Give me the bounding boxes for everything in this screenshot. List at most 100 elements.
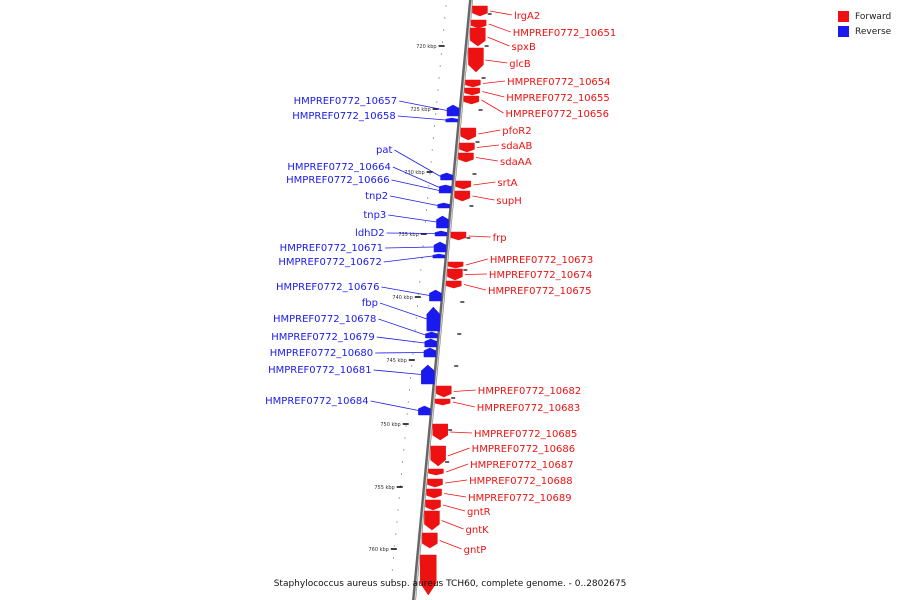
gene-label-forward: HMPREF0772_10685 (474, 429, 577, 440)
gene-leader-reverse (376, 336, 425, 344)
gene-label-forward: HMPREF0772_10655 (506, 93, 609, 104)
gene-label-reverse: HMPREF0772_10672 (278, 257, 381, 268)
gene-leader-reverse (373, 369, 422, 375)
gene-forward (427, 478, 443, 488)
scale-label: 740 kbp (392, 295, 412, 301)
gene-label-reverse: tnp2 (365, 191, 388, 202)
gene-label-forward: spxB (511, 42, 535, 53)
gene-label-reverse: HMPREF0772_10664 (287, 162, 390, 173)
genome-caption: Staphylococcus aureus subsp. aureus TCH6… (273, 579, 627, 589)
gene-leader-reverse (383, 255, 433, 263)
reverse-swatch (838, 26, 849, 37)
gene-label-forward: HMPREF0772_10654 (507, 77, 610, 88)
legend-item-reverse: Reverse (838, 24, 891, 39)
gene-leader-forward (485, 59, 508, 64)
scale-label: 755 kbp (374, 485, 394, 491)
gene-label-forward: HMPREF0772_10682 (478, 386, 581, 397)
gene-reverse (440, 172, 453, 181)
gene-leader-forward (481, 99, 504, 114)
gene-leader-reverse (381, 286, 430, 296)
gene-label-reverse: HMPREF0772_10676 (276, 282, 379, 293)
gene-forward (460, 127, 477, 141)
gene-leader-forward (446, 463, 469, 473)
gene-leader-forward (465, 258, 488, 266)
scale-label: 750 kbp (380, 422, 400, 428)
gene-label-reverse: tnp3 (363, 210, 386, 221)
gene-forward (436, 385, 452, 398)
gene-label-forward: HMPREF0772_10674 (489, 270, 592, 281)
gene-label-reverse: ldhD2 (355, 228, 385, 239)
gene-leader-forward (445, 479, 468, 484)
gene-leader-reverse (397, 115, 446, 121)
gene-leader-forward (439, 540, 462, 550)
gene-label-reverse: fbp (362, 298, 378, 309)
gene-reverse (423, 347, 437, 358)
gene-leader-reverse (394, 149, 441, 177)
gene-label-reverse: HMPREF0772_10680 (270, 348, 373, 359)
gene-leader-forward (447, 447, 470, 457)
gene-label-forward: gntP (464, 545, 487, 556)
gene-forward (463, 95, 480, 105)
gene-forward (470, 19, 487, 29)
gene-forward (430, 445, 446, 467)
gene-forward (470, 27, 486, 47)
gene-forward (465, 79, 481, 88)
gene-reverse (445, 117, 459, 123)
gene-reverse (429, 289, 442, 302)
gene-forward (426, 488, 442, 499)
gene-leader-reverse (370, 400, 419, 411)
gene-label-forward: HMPREF0772_10689 (468, 493, 571, 504)
genome-axis (411, 0, 474, 600)
gene-reverse (432, 253, 446, 259)
gene-leader-forward (452, 401, 475, 408)
gene-forward (420, 554, 437, 596)
genome-axis-highlight (414, 0, 473, 600)
gene-label-forward: HMPREF0772_10675 (488, 286, 591, 297)
gene-reverse (446, 104, 460, 117)
gene-forward (459, 142, 475, 153)
gene-label-forward: HMPREF0772_10651 (513, 28, 616, 39)
gene-label-forward: frp (493, 233, 507, 244)
gene-leader-reverse (378, 318, 426, 336)
scale-label: 730 kbp (404, 170, 424, 176)
gene-label-forward: gntK (466, 525, 490, 536)
gene-forward (472, 5, 488, 17)
gene-reverse (438, 187, 452, 194)
gene-reverse (437, 202, 450, 209)
gene-forward (425, 499, 441, 511)
gene-leader-forward (478, 129, 501, 135)
gene-label-forward: HMPREF0772_10673 (490, 255, 593, 266)
gene-reverse (433, 241, 447, 253)
gene-leader-forward (475, 157, 499, 162)
legend: Forward Reverse (838, 9, 891, 39)
gene-forward (447, 261, 464, 269)
gene-leader-forward (441, 520, 464, 530)
gene-leader-forward (444, 493, 467, 498)
gene-forward (424, 510, 440, 531)
gene-forward (434, 398, 451, 406)
gene-label-reverse: HMPREF0772_10681 (268, 365, 371, 376)
gene-reverse (421, 364, 435, 385)
gene-label-forward: sdaAA (500, 157, 532, 168)
gene-leader-forward (476, 144, 500, 148)
scale-label: 725 kbp (410, 107, 430, 113)
legend-label-forward: Forward (855, 11, 892, 22)
legend-item-forward: Forward (838, 9, 891, 24)
gene-leader-reverse (388, 214, 437, 223)
gene-label-forward: HMPREF0772_10656 (506, 109, 609, 120)
gene-label-forward: lrgA2 (514, 11, 540, 22)
gene-leader-forward (442, 504, 466, 512)
gene-forward (450, 231, 467, 241)
gene-leader-reverse (386, 232, 436, 234)
gene-leader-reverse (399, 100, 448, 111)
gene-label-reverse: HMPREF0772_10679 (271, 332, 374, 343)
gene-forward (432, 423, 448, 441)
gene-label-reverse: HMPREF0772_10657 (294, 96, 397, 107)
gene-label-reverse: HMPREF0772_10671 (280, 243, 383, 254)
gene-leader-reverse (391, 179, 440, 191)
gene-leader-forward (482, 91, 505, 98)
gene-leader-reverse (385, 246, 435, 249)
gene-forward (447, 268, 463, 281)
gene-forward (455, 180, 472, 190)
